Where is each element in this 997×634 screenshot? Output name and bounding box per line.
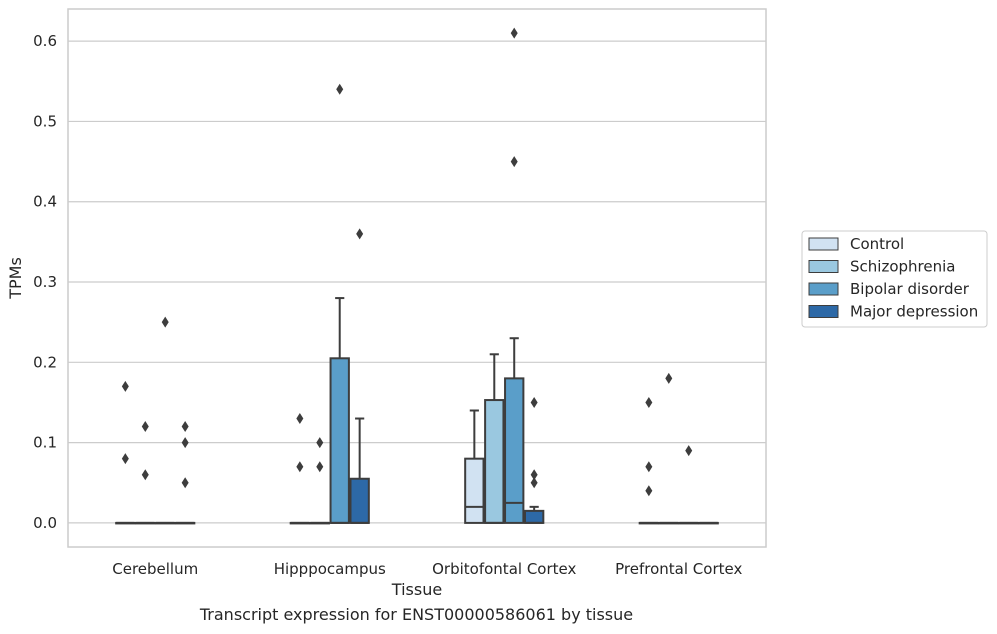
y-tick-label: 0.1	[33, 434, 57, 452]
outlier-point	[141, 469, 149, 481]
legend: Control Schizophrenia Bipolar disorder Majo…	[801, 230, 988, 328]
legend-box	[801, 230, 988, 328]
x-tick-label: Cerebellum	[112, 560, 198, 578]
box-schizophrenia	[309, 437, 330, 525]
outlier-point	[181, 477, 189, 489]
box-major-depression	[698, 521, 719, 525]
box-bipolar-disorder	[504, 27, 525, 524]
box-bipolar-disorder	[329, 83, 350, 524]
box-control	[115, 380, 136, 525]
y-tick-label: 0.0	[33, 514, 57, 532]
box-schizophrenia	[135, 421, 156, 525]
y-tick-label: 0.6	[33, 32, 57, 50]
x-tick-label: Prefrontal Cortex	[615, 560, 742, 578]
outlier-point	[665, 372, 673, 384]
box-major-depression	[349, 228, 370, 524]
legend-label: Control	[850, 235, 904, 253]
y-tick-label: 0.5	[33, 112, 57, 130]
plot-frame	[67, 8, 767, 548]
outlier-point	[121, 380, 129, 392]
x-axis-label: Tissue	[391, 580, 442, 599]
box-major-depression	[174, 421, 196, 525]
box-control	[464, 409, 485, 524]
y-tick-label: 0.2	[33, 353, 57, 371]
box	[329, 357, 350, 524]
legend-label: Major depression	[850, 303, 978, 321]
outlier-point	[530, 396, 538, 408]
outlier-point	[510, 156, 518, 168]
legend-swatch	[808, 260, 839, 273]
legend-swatch	[808, 237, 839, 251]
box-major-depression	[523, 396, 545, 524]
legend-swatch	[808, 282, 839, 296]
outlier-point	[181, 437, 189, 449]
box-control	[638, 396, 660, 525]
x-tick-label: Orbitofontal Cortex	[432, 560, 576, 578]
box	[504, 377, 525, 524]
box-control	[289, 413, 311, 525]
outlier-point	[530, 477, 538, 489]
box	[523, 509, 545, 524]
box-groups	[115, 27, 719, 525]
x-tick-label: Hipppocampus	[274, 560, 386, 578]
y-tick-label: 0.4	[33, 193, 57, 211]
y-tick-label: 0.3	[33, 273, 57, 291]
y-axis-label: TPMs	[6, 257, 25, 300]
outlier-point	[530, 469, 538, 481]
outlier-point	[356, 228, 364, 240]
gridlines	[68, 40, 766, 524]
box	[349, 477, 370, 524]
outlier-point	[510, 27, 518, 39]
outlier-point	[181, 421, 189, 433]
box-schizophrenia	[484, 353, 505, 524]
outlier-point	[296, 461, 304, 473]
legend-swatch	[808, 305, 839, 318]
box-schizophrenia	[658, 372, 679, 525]
outlier-point	[121, 453, 129, 465]
outlier-point	[645, 396, 653, 408]
outlier-point	[685, 445, 693, 457]
box	[464, 457, 485, 524]
box-bipolar-disorder	[155, 316, 176, 525]
outlier-point	[161, 316, 169, 328]
outlier-point	[645, 485, 653, 497]
box-bipolar-disorder	[678, 445, 699, 525]
outlier-point	[645, 461, 653, 473]
outlier-point	[316, 437, 324, 449]
chart-caption: Transcript expression for ENST0000058606…	[199, 605, 634, 624]
legend-label: Schizophrenia	[850, 258, 955, 276]
outlier-point	[316, 461, 324, 473]
x-ticks: Cerebellum Hipppocampus Orbitofontal Corte…	[112, 560, 742, 578]
outlier-point	[296, 413, 304, 425]
y-ticks: 0.0 0.1 0.2 0.3 0.4 0.5 0.6	[33, 32, 57, 532]
legend-label: Bipolar disorder	[850, 280, 970, 298]
box	[484, 399, 505, 524]
outlier-point	[336, 83, 344, 95]
outlier-point	[141, 421, 149, 433]
